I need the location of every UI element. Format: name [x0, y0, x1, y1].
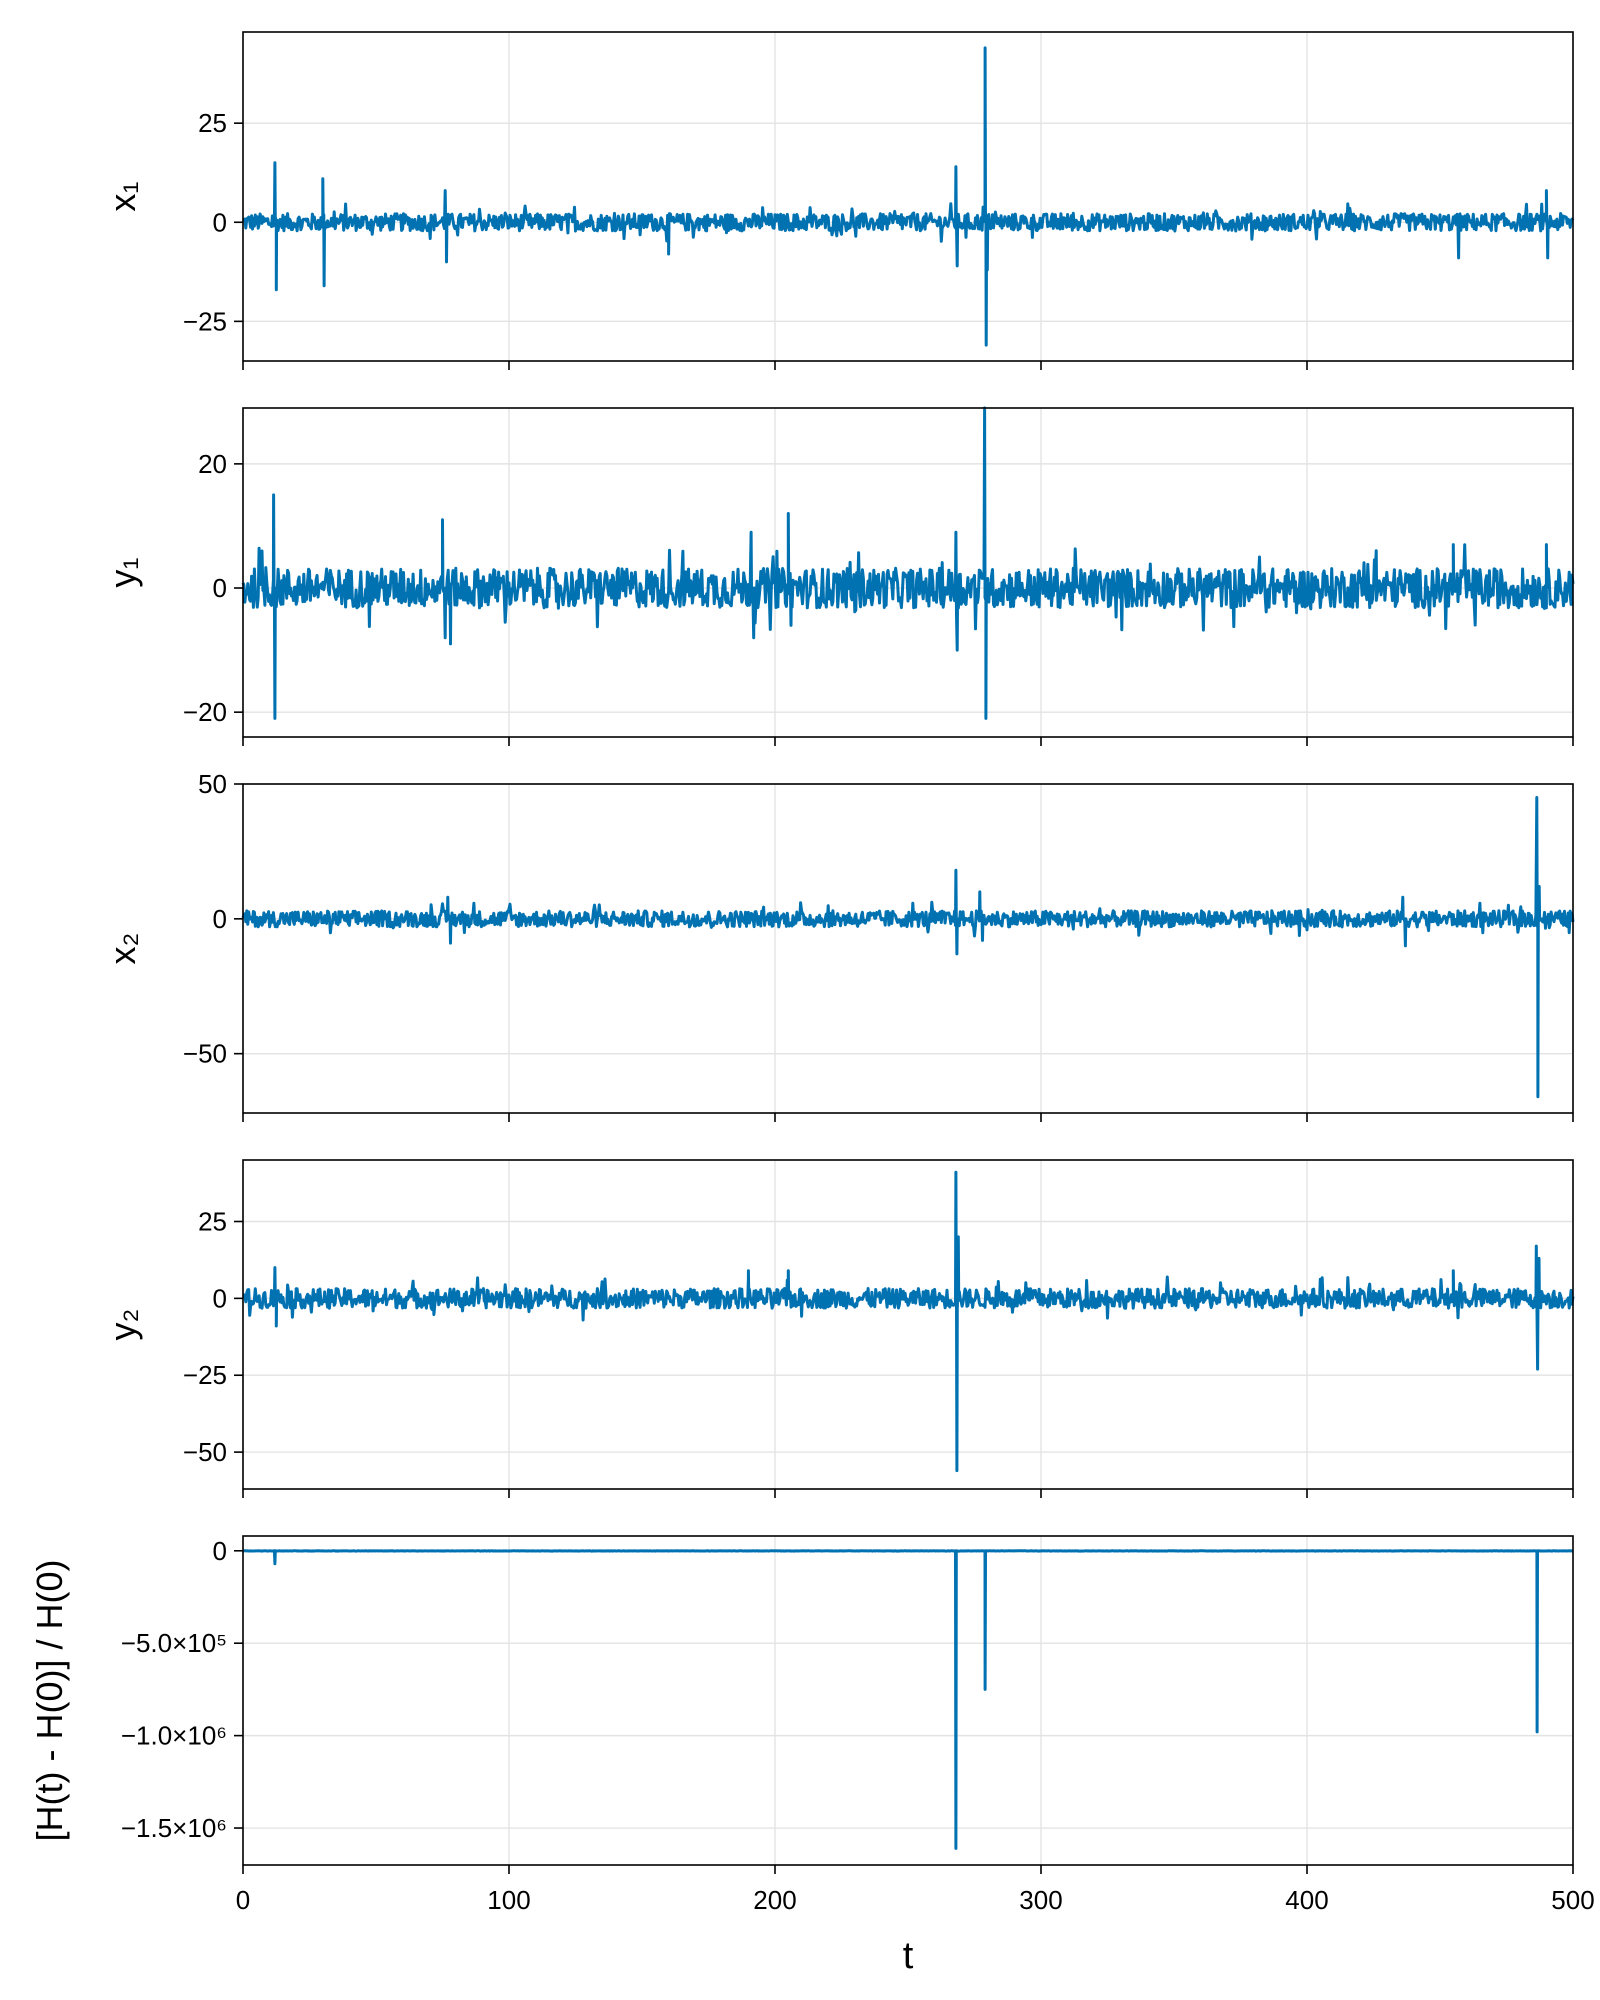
y-tick-label: 0	[213, 904, 227, 934]
panel-energy-ylabel: [H(t) - H(0)] / H(0)	[29, 1560, 70, 1842]
y-tick-label: −1.5×10⁶	[121, 1813, 227, 1843]
y-tick-label: 25	[198, 1206, 227, 1236]
panel-y2-ylabel: y₂	[102, 1309, 143, 1341]
panel-x2: 50 0 −50 x₂	[102, 769, 1575, 1122]
y-tick-label: 0	[213, 1283, 227, 1313]
y-tick-label: −1.0×10⁶	[121, 1721, 227, 1751]
panel-y2-series-line	[242, 1170, 1575, 1473]
y-tick-label: 50	[198, 769, 227, 799]
panel-x2-ylabel: x₂	[102, 933, 143, 965]
y-tick-label: 25	[198, 108, 227, 138]
x-tick-label: 300	[1019, 1885, 1062, 1915]
y-tick-label: −20	[183, 697, 227, 727]
y-tick-label: 0	[213, 1536, 227, 1566]
y-tick-label: −25	[183, 306, 227, 336]
panel-y2: 25 0 −25 −50 y₂	[102, 1159, 1575, 1498]
x-tick-label: 100	[487, 1885, 530, 1915]
panel-x2-series-line	[241, 796, 1575, 1099]
y-tick-label: −5.0×10⁵	[121, 1628, 227, 1658]
panel-y2-ticks: 25 0 −25 −50	[183, 1206, 1574, 1498]
panel-energy-series-line	[242, 1549, 1574, 1850]
x-tick-label: 400	[1285, 1885, 1328, 1915]
y-tick-label: 0	[213, 573, 227, 603]
panel-y1-ticks: 20 0 −20	[183, 449, 1574, 746]
panel-x1-ticks: 25 0 −25	[183, 108, 1574, 370]
panel-y1: 20 0 −20 y₁	[102, 406, 1575, 746]
y-tick-label: −50	[183, 1437, 227, 1467]
panel-y1-frame	[242, 407, 1574, 738]
panel-x2-frame	[242, 783, 1574, 1114]
panel-energy-ticks: 0 −5.0×10⁵ −1.0×10⁶ −1.5×10⁶ 0 100 200 300 400 50…	[121, 1536, 1595, 1915]
y-tick-label: −25	[183, 1360, 227, 1390]
panel-x1: 25 0 −25 x₁	[102, 31, 1575, 370]
panel-y2-frame	[242, 1159, 1574, 1490]
y-tick-label: 20	[198, 449, 227, 479]
panel-x1-series-line	[242, 46, 1575, 347]
y-tick-label: −50	[183, 1039, 227, 1069]
x-tick-label: 0	[236, 1885, 250, 1915]
panel-x2-ticks: 50 0 −50	[183, 769, 1574, 1122]
x-tick-label: 500	[1551, 1885, 1594, 1915]
x-tick-label: 200	[753, 1885, 796, 1915]
panel-x1-frame	[242, 31, 1574, 362]
panel-energy: 0 −5.0×10⁵ −1.0×10⁶ −1.5×10⁶ 0 100 200 300 400 50…	[29, 1535, 1595, 1915]
y-tick-label: 0	[213, 207, 227, 237]
x-axis-label: t	[903, 1935, 914, 1977]
panel-energy-frame	[242, 1535, 1574, 1866]
panel-y1-ylabel: y₁	[102, 557, 143, 587]
panel-x1-ylabel: x₁	[102, 181, 143, 211]
panel-y1-series-line	[241, 406, 1575, 720]
